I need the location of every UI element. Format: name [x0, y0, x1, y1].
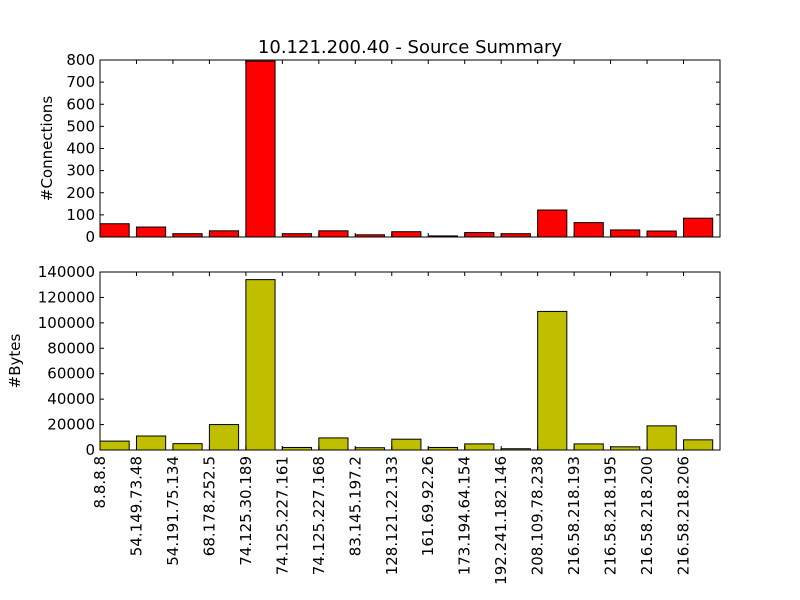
y-tick-label: 100	[66, 206, 95, 224]
y-tick-label: 0	[85, 228, 95, 246]
bar-bytes-10	[464, 443, 495, 451]
connections-panel: 0 100 200 300 400 500 600 700 800 #Connections	[38, 51, 721, 246]
y-tick-label: 500	[66, 117, 95, 135]
x-tick-label: 74.125.227.161	[273, 456, 291, 575]
bar-connections-1	[135, 226, 167, 238]
y-tick-label: 700	[66, 73, 95, 91]
y-axis-label: #Bytes	[6, 333, 24, 388]
x-tick-label: 216.58.218.200	[638, 456, 656, 575]
y-tick-label: 600	[66, 95, 95, 113]
x-tick-label: 8.8.8.8	[91, 456, 109, 508]
x-tick-label: 68.178.252.5	[200, 456, 218, 556]
bar-connections-4	[245, 60, 276, 238]
y-tick-label: 0	[85, 441, 95, 459]
x-tick-label: 74.125.30.189	[237, 456, 255, 566]
bar-connections-6	[318, 230, 349, 238]
bar-bytes-1	[135, 435, 167, 451]
bar-connections-3	[208, 230, 240, 238]
bar-connections-13	[573, 222, 604, 238]
x-tick-label: 216.58.218.193	[565, 456, 583, 575]
y-tick-label: 80000	[47, 339, 95, 357]
y-tick-label: 300	[66, 162, 95, 180]
x-tick-label: 192.241.182.146	[492, 456, 510, 585]
x-tick-label: 216.58.218.206	[675, 456, 693, 575]
chart-title: 10.121.200.40 - Source Summary	[258, 37, 563, 58]
x-tick-label: 208.109.78.238	[529, 456, 547, 575]
y-tick-label: 120000	[38, 288, 95, 306]
bar-connections-14	[610, 229, 641, 238]
x-tick-label: 128.121.22.133	[383, 456, 401, 575]
x-axis-tick-labels: 8.8.8.8 54.149.73.48 54.191.75.134 68.178.2…	[91, 456, 693, 585]
y-tick-label: 20000	[47, 416, 95, 434]
bytes-panel: 0 20000 40000 60000 80000 100000 120000 140000 #…	[6, 263, 721, 459]
y-tick-label: 800	[66, 51, 95, 69]
bar-bytes-13	[573, 443, 604, 451]
bar-bytes-12	[537, 310, 568, 451]
bar-bytes-6	[318, 437, 349, 451]
x-tick-label: 74.125.227.168	[310, 456, 328, 575]
x-tick-label: 54.149.73.48	[127, 456, 145, 556]
y-tick-label: 400	[66, 140, 95, 158]
bar-bytes-15	[646, 425, 677, 451]
y-tick-label: 60000	[47, 365, 95, 383]
bar-bytes-3	[208, 424, 240, 451]
bar-connections-12	[537, 209, 568, 238]
x-tick-label: 216.58.218.195	[602, 456, 620, 575]
x-tick-label: 173.194.64.154	[456, 456, 474, 575]
y-tick-label: 200	[66, 184, 95, 202]
bar-bytes-4	[245, 279, 276, 451]
y-axis-label: #Connections	[38, 96, 56, 201]
bar-connections-0	[99, 223, 130, 238]
y-tick-label: 40000	[47, 390, 95, 408]
y-tick-label: 100000	[38, 314, 95, 332]
bar-bytes-8	[391, 438, 422, 451]
bar-bytes-2	[172, 443, 203, 451]
bar-bytes-16	[683, 439, 714, 451]
y-tick-label: 140000	[38, 263, 95, 281]
bar-connections-10	[464, 232, 495, 238]
plot-frame	[99, 271, 721, 451]
bar-bytes-0	[99, 440, 130, 451]
x-tick-label: 54.191.75.134	[164, 456, 182, 566]
bar-connections-15	[646, 230, 677, 238]
bar-connections-16	[683, 217, 714, 238]
bar-connections-8	[391, 231, 422, 238]
x-tick-label: 83.145.197.2	[346, 456, 364, 556]
plot-frame	[99, 59, 721, 238]
x-tick-label: 161.69.92.26	[419, 456, 437, 556]
